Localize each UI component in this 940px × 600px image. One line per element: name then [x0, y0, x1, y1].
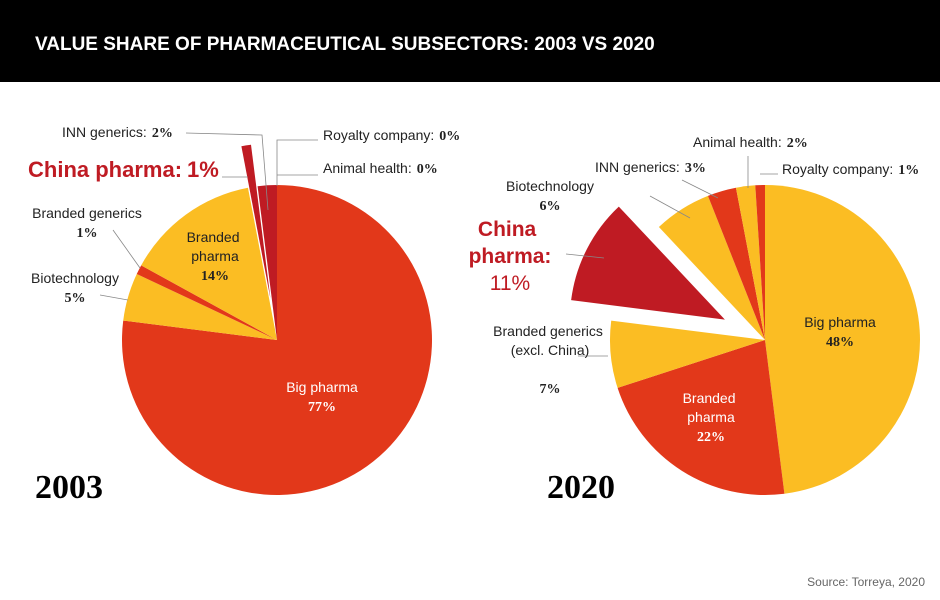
slice-value: 77% [308, 400, 336, 415]
slice-name: Biotechnology [506, 178, 594, 194]
pie-chart: Big pharma 48% Branded pharma 22% Branded ge… [469, 134, 920, 506]
leader-line [112, 229, 141, 269]
leader-line [185, 132, 269, 211]
chart-year: 2020 [547, 469, 615, 506]
slice-name: Royalty company: [782, 161, 893, 177]
slice-value: 7% [540, 382, 561, 397]
slice-name: Royalty company: [323, 127, 434, 143]
pie-slice [617, 340, 785, 495]
slice-value: 14% [201, 269, 229, 284]
slice-name: Big pharma [804, 314, 876, 330]
slice-value: 1% [187, 157, 219, 182]
pie-slice [136, 265, 277, 340]
slice-value: 11% [490, 272, 530, 295]
slice-name: Branded pharma [683, 390, 740, 425]
pie-slice [241, 144, 271, 299]
slice-name: INN generics: [62, 124, 147, 140]
slice-value: 22% [697, 430, 725, 445]
pie-slice [765, 185, 920, 494]
slice-label: Royalty company: 0% [323, 127, 460, 144]
chart-year: 2003 [35, 469, 103, 506]
slice-value: 0% [439, 129, 460, 144]
slice-value: 2% [787, 136, 808, 151]
leader-line [565, 253, 605, 259]
slice-name: Big pharma [286, 379, 358, 395]
pie-slice [610, 320, 765, 388]
header-bar [0, 0, 940, 82]
page-title: VALUE SHARE OF PHARMACEUTICAL SUBSECTORS… [35, 34, 655, 55]
slice-name: Branded pharma [187, 229, 244, 264]
pie-slice [658, 195, 765, 340]
pie-slice [755, 185, 765, 340]
slice-value: 1% [898, 163, 919, 178]
slice-value: 1% [77, 226, 98, 241]
leader-line [681, 179, 719, 199]
slice-value: 3% [685, 161, 706, 176]
pie-slice [141, 187, 277, 340]
slice-name: China pharma: [28, 157, 182, 182]
pie-chart: Big pharma 77% Biotechnology 5% Branded gene… [28, 124, 460, 506]
pie-slice [257, 185, 277, 340]
pie-slice [123, 274, 277, 340]
slice-name: Branded generics (excl. China) [493, 323, 607, 358]
slice-value: 6% [540, 199, 561, 214]
pie-slice [571, 206, 725, 320]
slice-value: 48% [826, 335, 854, 350]
slice-name: Animal health: [323, 160, 412, 176]
pie-slice [707, 187, 765, 340]
slice-label: China pharma: 1% [28, 157, 219, 182]
slice-value: 5% [65, 291, 86, 306]
leader-line [649, 195, 691, 219]
leader-line [99, 294, 129, 301]
slice-value: 2% [152, 126, 173, 141]
slice-label: INN generics: 3% [595, 159, 706, 176]
slice-label: Animal health: 2% [693, 134, 808, 151]
slice-name: Animal health: [693, 134, 782, 150]
slice-value: 0% [417, 162, 438, 177]
slice-name: China pharma: [469, 218, 552, 268]
slice-name: Branded generics [32, 205, 142, 221]
slice-label: Animal health: 0% [323, 160, 438, 177]
slice-label: Royalty company: 1% [782, 161, 919, 178]
leader-line [276, 139, 318, 186]
source: Source: Torreya, 2020 [807, 575, 925, 589]
slice-name: Biotechnology [31, 270, 119, 286]
slice-name: INN generics: [595, 159, 680, 175]
pie-slice [735, 185, 765, 340]
slice-label: INN generics: 2% [62, 124, 173, 141]
